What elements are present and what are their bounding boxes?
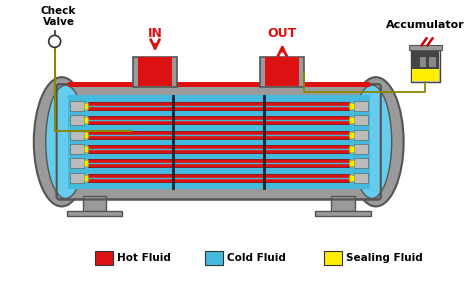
Bar bbox=[70, 130, 83, 139]
Bar bbox=[133, 57, 177, 87]
Bar bbox=[89, 102, 349, 110]
Bar bbox=[331, 197, 355, 211]
Bar bbox=[83, 117, 89, 123]
Bar bbox=[83, 160, 89, 166]
Bar bbox=[354, 115, 368, 125]
Bar bbox=[349, 175, 354, 181]
Bar bbox=[68, 82, 370, 87]
Bar bbox=[138, 57, 172, 86]
Text: Sealing Fluid: Sealing Fluid bbox=[346, 253, 423, 263]
Text: Check
Valve: Check Valve bbox=[41, 6, 76, 28]
Bar bbox=[82, 197, 106, 211]
Ellipse shape bbox=[46, 85, 85, 199]
Bar bbox=[89, 116, 349, 124]
Text: OUT: OUT bbox=[268, 27, 297, 40]
Bar bbox=[83, 175, 89, 181]
Bar bbox=[354, 158, 368, 168]
Bar bbox=[411, 68, 439, 81]
Bar bbox=[83, 103, 89, 109]
Bar bbox=[419, 57, 427, 67]
Bar bbox=[83, 146, 89, 152]
Bar bbox=[205, 251, 223, 265]
Bar bbox=[261, 57, 304, 87]
Bar bbox=[429, 57, 437, 67]
Bar bbox=[324, 251, 342, 265]
Ellipse shape bbox=[34, 77, 90, 206]
Bar bbox=[83, 131, 89, 137]
Text: Hot Fluid: Hot Fluid bbox=[117, 253, 171, 263]
Bar bbox=[349, 117, 354, 123]
Bar bbox=[349, 131, 354, 137]
Bar bbox=[89, 131, 349, 139]
Bar bbox=[70, 101, 83, 111]
Bar bbox=[354, 130, 368, 139]
Bar bbox=[70, 173, 83, 183]
Bar bbox=[89, 174, 349, 182]
Bar bbox=[354, 173, 368, 183]
Bar bbox=[354, 101, 368, 111]
Text: Cold Fluid: Cold Fluid bbox=[227, 253, 285, 263]
Bar bbox=[265, 57, 299, 86]
FancyBboxPatch shape bbox=[57, 84, 381, 199]
Bar bbox=[349, 103, 354, 109]
Bar bbox=[89, 145, 349, 153]
Ellipse shape bbox=[348, 77, 404, 206]
Bar bbox=[70, 115, 83, 125]
Bar bbox=[315, 211, 371, 216]
Bar bbox=[95, 251, 113, 265]
Bar bbox=[70, 144, 83, 154]
Bar bbox=[411, 51, 439, 69]
Text: Accumulator: Accumulator bbox=[386, 20, 465, 30]
Bar bbox=[354, 144, 368, 154]
Text: IN: IN bbox=[147, 27, 163, 40]
Ellipse shape bbox=[352, 85, 392, 199]
Bar bbox=[70, 158, 83, 168]
Bar bbox=[349, 146, 354, 152]
Bar bbox=[89, 159, 349, 167]
Bar bbox=[409, 45, 442, 50]
Bar bbox=[67, 211, 122, 216]
Bar bbox=[410, 50, 440, 82]
Bar bbox=[68, 95, 370, 189]
Bar bbox=[349, 160, 354, 166]
